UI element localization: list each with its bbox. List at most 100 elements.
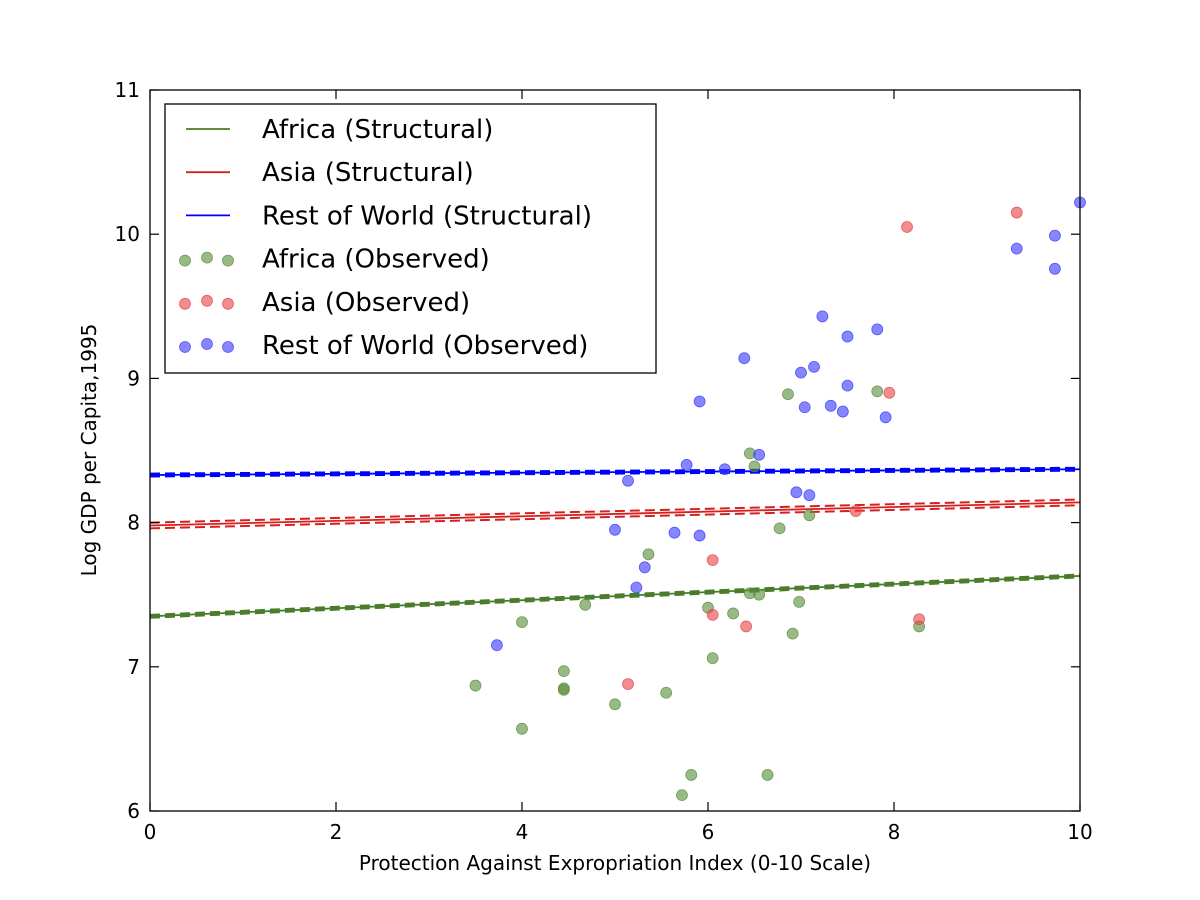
scatter-point-s0-p1 xyxy=(516,616,528,628)
legend-label-3: Africa (Observed) xyxy=(262,245,490,275)
scatter-point-s2-p6 xyxy=(680,459,693,471)
structural-line-upper-band-2 xyxy=(149,466,1081,475)
legend-dot-swatch-5-1 xyxy=(201,338,213,350)
scatter-point-s0-p23 xyxy=(793,596,806,608)
plot-frame xyxy=(149,89,1081,812)
y-tick-label-4: 10 xyxy=(115,222,140,246)
scatter-point-s0-p20 xyxy=(773,522,786,535)
structural-line-lower-band-0 xyxy=(149,576,1081,619)
legend-label-5: Rest of World (Observed) xyxy=(262,331,588,361)
scatter-point-s2-p19 xyxy=(836,405,849,418)
scatter-point-s2-p3 xyxy=(630,581,643,594)
legend-dot-swatch-4-1 xyxy=(201,294,213,307)
scatter-point-s0-p2 xyxy=(516,722,528,735)
x-tick-label-4: 8 xyxy=(888,820,901,844)
scatter-point-s1-p2 xyxy=(706,608,719,621)
legend-label-4: Asia (Observed) xyxy=(262,288,470,318)
scatter-point-s2-p16 xyxy=(808,360,820,373)
scatter-point-s0-p22 xyxy=(786,627,799,640)
structural-line-0 xyxy=(149,575,1081,618)
legend-dot-swatch-4-0 xyxy=(179,297,191,310)
legend-dot-swatch-5-0 xyxy=(179,341,191,353)
scatter-point-s0-p18 xyxy=(753,588,766,601)
legend-label-0: Africa (Structural) xyxy=(262,115,493,145)
structural-line-upper-band-1 xyxy=(149,498,1081,524)
x-tick-label-2: 4 xyxy=(516,820,529,844)
scatter-point-s0-p17 xyxy=(748,460,761,473)
scatter-point-s2-p15 xyxy=(803,489,816,502)
scatter-point-s2-p22 xyxy=(871,323,884,336)
scatter-point-s0-p10 xyxy=(676,789,688,802)
scatter-point-s2-p17 xyxy=(816,310,829,323)
structural-line-1 xyxy=(149,501,1081,527)
y-axis-label: Log GDP per Capita,1995 xyxy=(77,324,101,577)
scatter-point-s0-p24 xyxy=(803,509,816,522)
scatter-point-s0-p21 xyxy=(782,388,794,401)
scatter-point-s0-p3 xyxy=(557,665,570,678)
scatter-point-s2-p4 xyxy=(638,561,651,574)
scatter-point-s1-p5 xyxy=(883,386,896,399)
scatter-point-s2-p21 xyxy=(841,379,854,392)
scatter-point-s2-p9 xyxy=(718,463,731,476)
x-tick-label-3: 6 xyxy=(702,820,715,844)
x-tick-label-5: 10 xyxy=(1067,820,1092,844)
legend-dot-swatch-3-1 xyxy=(201,251,213,264)
scatter-point-s1-p0 xyxy=(622,678,634,691)
plot-area xyxy=(149,196,1086,802)
scatter-point-s0-p19 xyxy=(761,769,774,781)
scatter-point-s2-p24 xyxy=(1010,242,1023,255)
scatter-point-s1-p4 xyxy=(849,505,862,517)
legend-dot-swatch-3-0 xyxy=(179,254,191,267)
scatter-point-s2-p26 xyxy=(1048,262,1061,275)
scatter-point-s2-p2 xyxy=(622,474,634,487)
scatter-point-s0-p7 xyxy=(609,698,621,711)
scatter-point-s0-p8 xyxy=(642,548,655,561)
scatter-point-s2-p1 xyxy=(609,523,621,536)
scatter-point-s2-p20 xyxy=(841,330,854,343)
x-axis-label: Protection Against Expropriation Index (… xyxy=(359,851,871,875)
legend-label-1: Asia (Structural) xyxy=(262,158,474,188)
structural-line-lower-band-1 xyxy=(149,504,1081,530)
scatter-point-s2-p14 xyxy=(798,401,811,414)
scatter-point-s1-p8 xyxy=(1010,206,1023,219)
legend: Africa (Structural) Asia (Structural) Rest… xyxy=(164,103,657,374)
scatter-point-s0-p9 xyxy=(660,686,673,699)
scatter-point-s1-p1 xyxy=(706,554,719,566)
scatter-point-s0-p25 xyxy=(871,385,884,398)
legend-dot-swatch-3-2 xyxy=(222,254,234,267)
y-tick-label-3: 9 xyxy=(127,366,140,390)
y-tick-label-5: 11 xyxy=(115,78,140,102)
scatter-point-s0-p5 xyxy=(557,682,570,695)
legend-dot-swatch-5-2 xyxy=(222,341,234,353)
scatter-point-s1-p3 xyxy=(740,620,753,633)
y-tick-label-0: 6 xyxy=(127,799,140,823)
scatter-point-s2-p13 xyxy=(795,366,807,379)
legend-box xyxy=(164,103,657,374)
structural-line-upper-band-0 xyxy=(149,573,1081,616)
y-tick-label-1: 7 xyxy=(127,655,140,679)
scatter-point-s2-p12 xyxy=(790,486,803,499)
structural-line-lower-band-2 xyxy=(149,469,1081,478)
scatter-point-s1-p7 xyxy=(913,613,926,626)
x-tick-label-0: 0 xyxy=(144,820,157,844)
structural-line-2 xyxy=(149,468,1081,476)
scatter-point-s2-p23 xyxy=(879,411,892,424)
scatter-point-s2-p7 xyxy=(693,395,706,408)
scatter-point-s0-p6 xyxy=(579,598,592,611)
scatter-point-s2-p8 xyxy=(693,529,706,542)
scatter-point-s2-p11 xyxy=(753,448,766,461)
scatter-point-s2-p18 xyxy=(824,399,837,412)
legend-label-2: Rest of World (Structural) xyxy=(262,201,592,231)
scatter-point-s2-p10 xyxy=(738,352,751,365)
legend-dot-swatch-4-2 xyxy=(222,297,234,310)
scatter-point-s0-p13 xyxy=(706,652,719,665)
scatter-point-s1-p6 xyxy=(901,221,913,233)
scatter-point-s2-p0 xyxy=(490,639,503,652)
scatter-point-s0-p11 xyxy=(685,769,698,781)
x-tick-label-1: 2 xyxy=(330,820,343,844)
scatter-point-s0-p0 xyxy=(469,679,482,692)
y-tick-label-2: 8 xyxy=(127,511,140,535)
scatter-point-s2-p5 xyxy=(668,526,681,539)
scatter-point-s0-p14 xyxy=(727,607,740,620)
